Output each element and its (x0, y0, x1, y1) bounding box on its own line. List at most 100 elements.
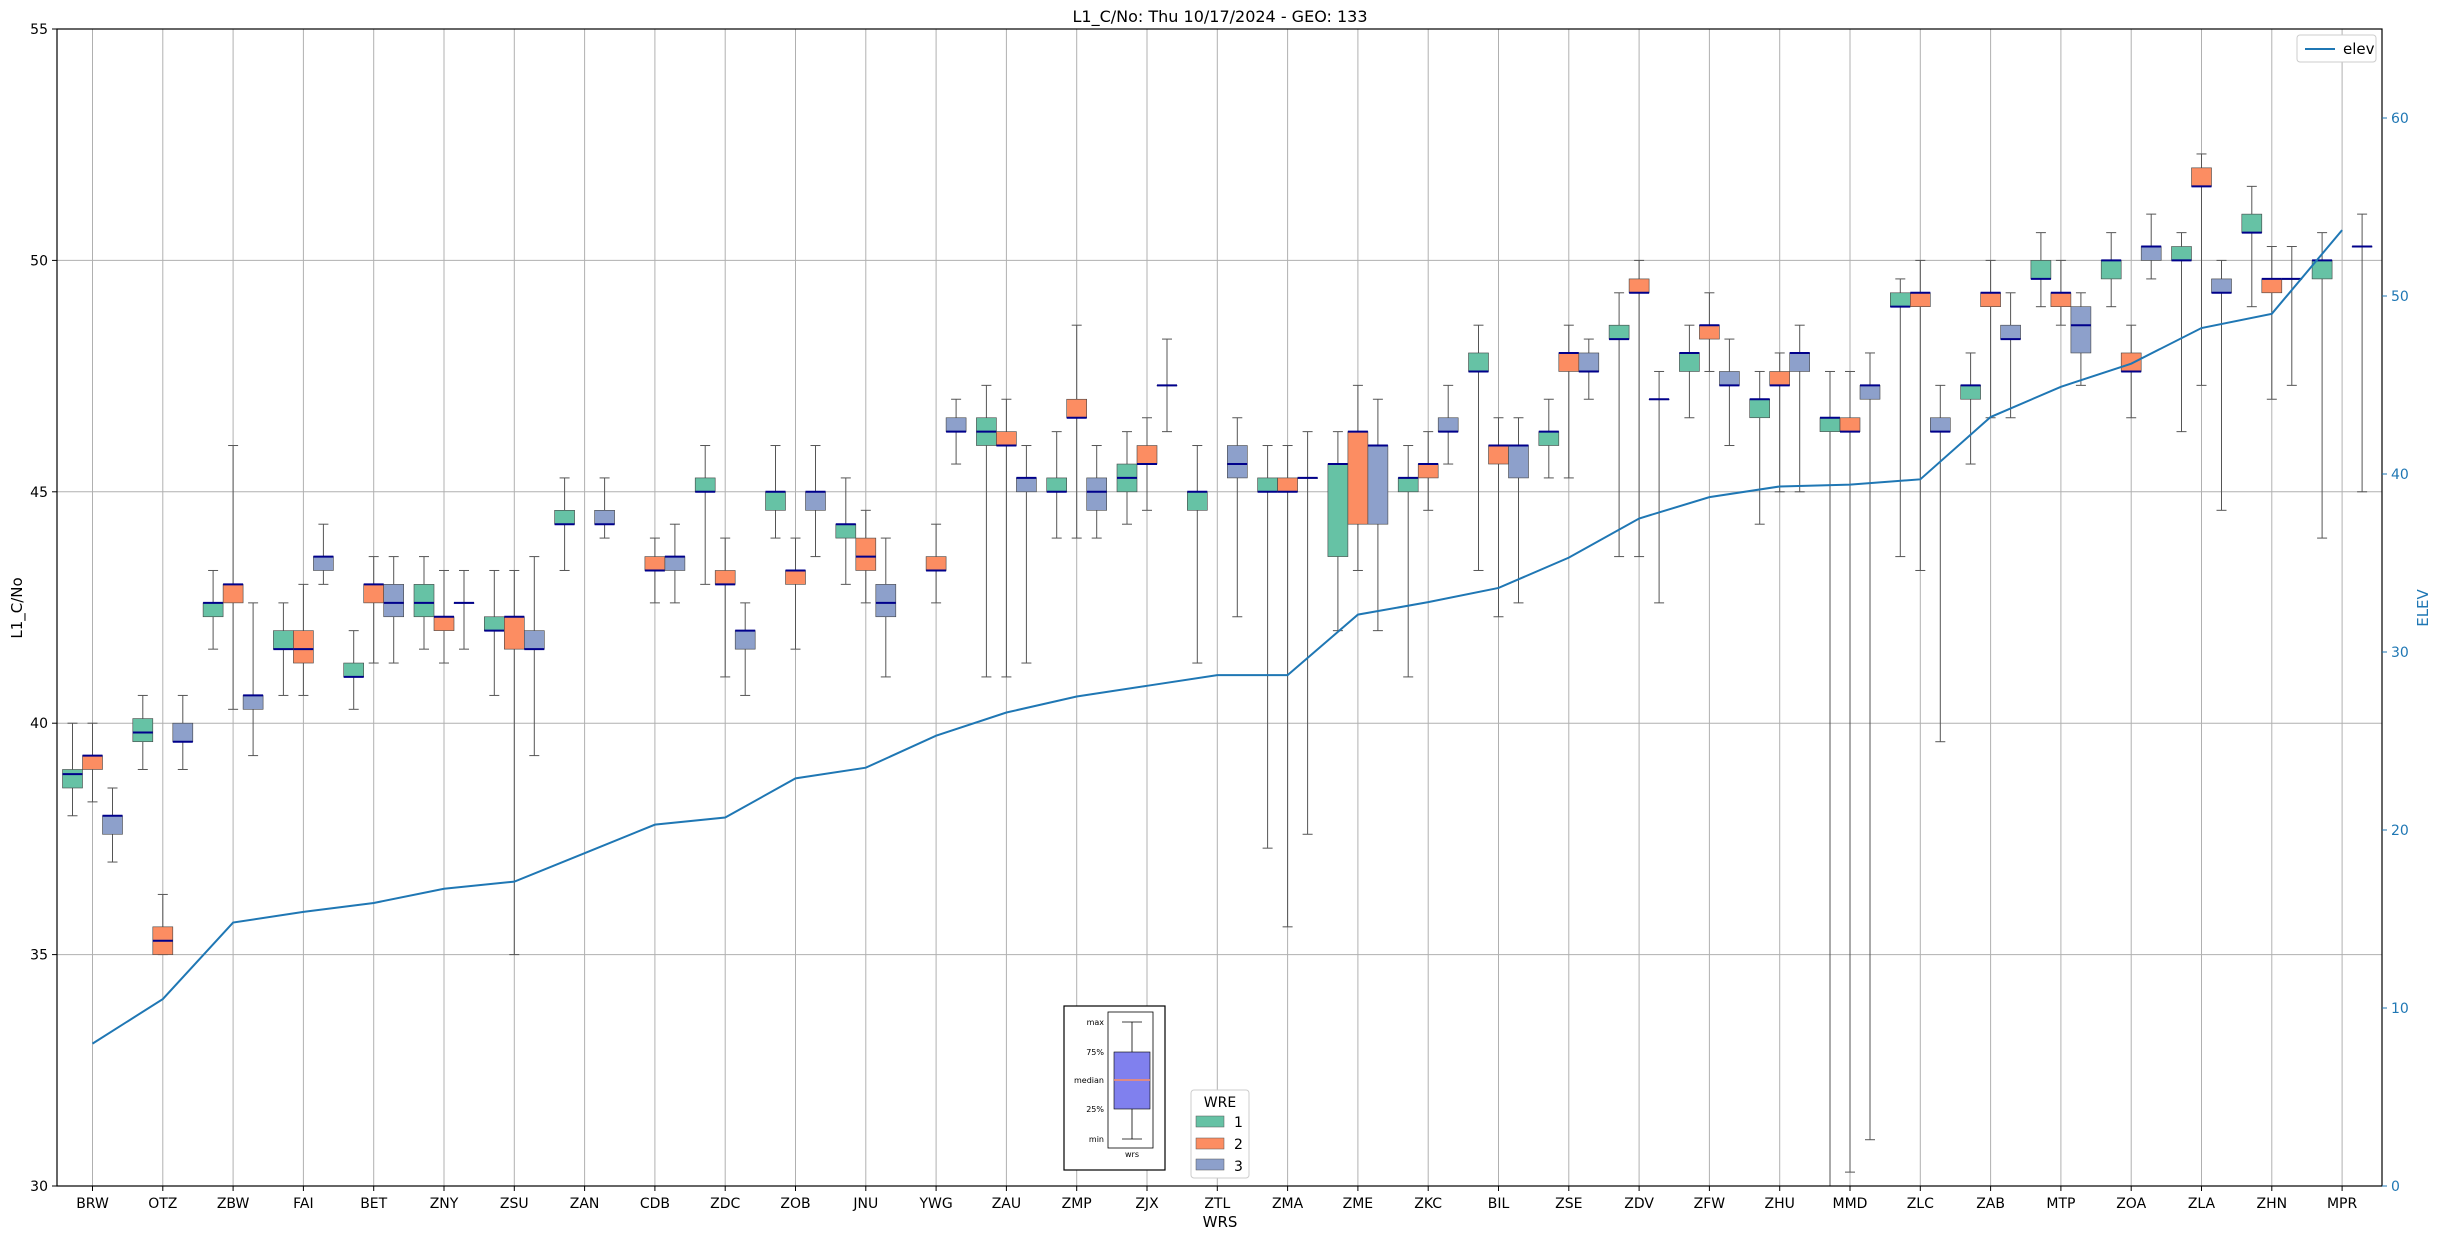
box-plot-wre-2 (644, 537, 666, 604)
box-plot-wre-2 (293, 583, 314, 696)
box-iqr (1558, 352, 1580, 372)
box-iqr (62, 769, 83, 789)
box-iqr (594, 510, 615, 525)
box-plot-wre-3 (2000, 292, 2021, 419)
box-plot-wre-2 (1628, 259, 1650, 558)
y2-tick-label: 20 (2391, 823, 2409, 839)
box-plot-wre-3 (1930, 384, 1951, 743)
box-plot-wre-1 (1608, 292, 1630, 558)
box-plot-wre-1 (1257, 445, 1278, 849)
x-tick-label: ZSE (1555, 1196, 1582, 1212)
x-tick-label: ZHN (2257, 1196, 2288, 1212)
box-iqr (1488, 445, 1509, 465)
box-iqr (1417, 463, 1439, 479)
x-tick-label: ZNY (430, 1196, 459, 1212)
y2-axis: 0 10 20 30 40 50 60 (2382, 111, 2409, 1195)
box-iqr (554, 510, 575, 525)
box-iqr (293, 630, 314, 664)
box-plot-wre-1 (62, 722, 83, 817)
box-iqr (102, 815, 123, 835)
box-plot-wre-3 (1789, 324, 1810, 493)
box-plot-wre-3 (1297, 431, 1318, 835)
x-axis-label: WRS (1203, 1213, 1238, 1231)
box-iqr (523, 630, 545, 650)
x-tick-label: CDB (640, 1196, 670, 1212)
x-tick-label: ZOA (2116, 1196, 2146, 1212)
x-tick-label: ZTL (1204, 1196, 1230, 1212)
box-plot-wre-2 (1558, 324, 1580, 479)
box-plot-wre-1 (1960, 352, 1981, 465)
wre-legend-label-1: 1 (1234, 1115, 1243, 1131)
box-plot-wre-2 (1839, 370, 1861, 1173)
x-tick-label: ZJX (1135, 1196, 1159, 1212)
box-plot-wre-2 (503, 569, 525, 956)
wre-legend-swatch-3 (1195, 1158, 1225, 1171)
box-plot-wre-2 (222, 445, 244, 710)
x-tick-label: ZLC (1907, 1196, 1934, 1212)
box-plot-wre-1 (1749, 370, 1770, 525)
box-plot-wre-1 (1679, 324, 1700, 419)
box-plot-wre-3 (734, 602, 756, 696)
box-plot-wre-2 (1277, 445, 1298, 928)
x-tick-label: JNU (852, 1196, 878, 1212)
box-plot-wre-3 (523, 556, 545, 757)
y-tick-label: 35 (30, 948, 48, 964)
box-iqr (1719, 371, 1740, 386)
box-plot-wre-3 (1156, 338, 1178, 433)
x-tick-label: BRW (76, 1196, 109, 1212)
box-iqr (2261, 278, 2283, 294)
box-plot-wre-2 (1066, 324, 1087, 539)
box-iqr (242, 695, 264, 710)
y2-tick-label: 60 (2391, 111, 2409, 127)
box-iqr (1367, 445, 1389, 525)
y2-tick-label: 0 (2391, 1179, 2400, 1195)
x-tick-label: ZAN (570, 1196, 600, 1212)
box-plot-wre-1 (2241, 185, 2263, 308)
elev-series (91, 229, 2343, 1045)
box-iqr (1628, 278, 1650, 294)
box-plot-wre-3 (1086, 445, 1107, 539)
box-iqr (1960, 385, 1981, 400)
box-plot-wre-3 (1437, 384, 1459, 465)
box-iqr (1769, 371, 1790, 386)
box-plot-wre-2 (1980, 259, 2001, 419)
x-axis: BRW OTZ ZBW FAI BET ZNY ZSU ZAN CDB ZDC ZOB JNU YWG Z… (76, 1186, 2357, 1212)
box-plot-wre-3 (1016, 445, 1037, 664)
box-plot-wre-3 (383, 556, 405, 664)
x-tick-label: MPR (2327, 1196, 2358, 1212)
box-plot-wre-3 (2281, 246, 2303, 386)
box-plot-wre-2 (2050, 259, 2072, 326)
box-plot-wre-1 (2100, 232, 2122, 308)
box-plot-wre-1 (343, 630, 365, 710)
box-plot-wre-2 (152, 893, 174, 956)
chart-title: L1_C/No: Thu 10/17/2024 - GEO: 133 (1072, 7, 1367, 27)
box-plot-wre-2 (2261, 246, 2283, 400)
x-tick-label: ZMA (1272, 1196, 1304, 1212)
box-iqr (1699, 324, 1720, 340)
box-iqr (1839, 417, 1861, 432)
box-plot-wre-1 (1468, 324, 1489, 571)
box-iqr (734, 630, 756, 650)
wre-legend-label-3: 3 (1234, 1159, 1243, 1175)
box-iqr (202, 602, 224, 618)
box-plot-wre-3 (2351, 213, 2373, 493)
y-axis-label: L1_C/No (8, 577, 27, 638)
box-plot-wre-2 (855, 509, 877, 604)
inset-label-min: min (1089, 1135, 1104, 1144)
elev-legend-frame (2296, 34, 2377, 63)
box-iqr (172, 722, 194, 743)
box-iqr (413, 584, 435, 618)
box-iqr (2171, 246, 2192, 261)
box-plot-wre-2 (1699, 292, 1720, 372)
box-iqr (2191, 167, 2212, 187)
box-iqr (2211, 278, 2232, 294)
x-tick-label: ZDC (710, 1196, 740, 1212)
box-plot-wre-1 (273, 602, 294, 696)
y2-axis-label: ELEV (2414, 588, 2432, 626)
box-plot-wre-2 (714, 537, 736, 678)
box-iqr (2050, 292, 2072, 307)
box-plot-wre-1 (1538, 398, 1560, 479)
wre-legend-label-2: 2 (1234, 1137, 1243, 1153)
x-tick-label: ZHU (1765, 1196, 1795, 1212)
box-iqr (875, 584, 897, 618)
